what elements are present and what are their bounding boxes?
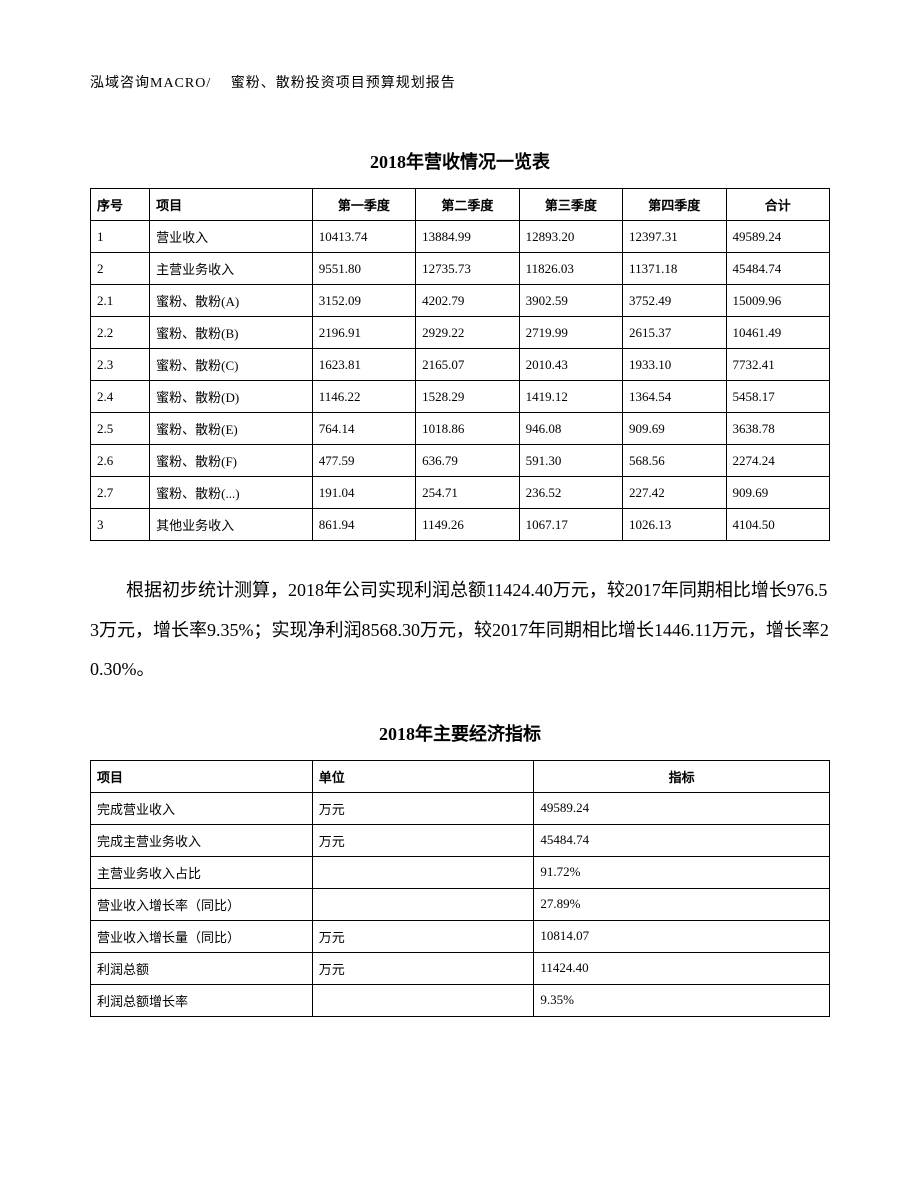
table-header-row: 项目 单位 指标 [91, 760, 830, 792]
table-row: 利润总额增长率9.35% [91, 984, 830, 1016]
col-total: 合计 [726, 189, 830, 221]
table-row: 3其他业务收入861.941149.261067.171026.134104.5… [91, 509, 830, 541]
table1-title: 2018年营收情况一览表 [90, 148, 830, 174]
table-row: 2.1蜜粉、散粉(A)3152.094202.793902.593752.491… [91, 285, 830, 317]
col-unit: 单位 [312, 760, 534, 792]
table-row: 主营业务收入占比91.72% [91, 856, 830, 888]
table-row: 完成主营业务收入万元45484.74 [91, 824, 830, 856]
table-row: 完成营业收入万元49589.24 [91, 792, 830, 824]
col-q3: 第三季度 [519, 189, 622, 221]
table-row: 2.3蜜粉、散粉(C)1623.812165.072010.431933.107… [91, 349, 830, 381]
table-row: 营业收入增长率（同比）27.89% [91, 888, 830, 920]
col-seq: 序号 [91, 189, 150, 221]
document-page: 泓域咨询MACRO/ 蜜粉、散粉投资项目预算规划报告 2018年营收情况一览表 … [0, 0, 920, 1191]
revenue-table: 序号 项目 第一季度 第二季度 第三季度 第四季度 合计 1营业收入10413.… [90, 188, 830, 541]
table-row: 2.4蜜粉、散粉(D)1146.221528.291419.121364.545… [91, 381, 830, 413]
table-row: 2.2蜜粉、散粉(B)2196.912929.222719.992615.371… [91, 317, 830, 349]
table-row: 1营业收入10413.7413884.9912893.2012397.31495… [91, 221, 830, 253]
page-header: 泓域咨询MACRO/ 蜜粉、散粉投资项目预算规划报告 [90, 72, 830, 92]
table2-title: 2018年主要经济指标 [90, 720, 830, 746]
table-row: 2.5蜜粉、散粉(E)764.141018.86946.08909.693638… [91, 413, 830, 445]
col-item: 项目 [150, 189, 313, 221]
table-row: 2主营业务收入9551.8012735.7311826.0311371.1845… [91, 253, 830, 285]
table-header-row: 序号 项目 第一季度 第二季度 第三季度 第四季度 合计 [91, 189, 830, 221]
summary-paragraph: 根据初步统计测算，2018年公司实现利润总额11424.40万元，较2017年同… [90, 571, 830, 690]
indicators-table: 项目 单位 指标 完成营业收入万元49589.24 完成主营业务收入万元4548… [90, 760, 830, 1017]
col-project: 项目 [91, 760, 313, 792]
table-row: 利润总额万元11424.40 [91, 952, 830, 984]
col-q2: 第二季度 [416, 189, 519, 221]
table-row: 营业收入增长量（同比）万元10814.07 [91, 920, 830, 952]
table1-body: 1营业收入10413.7413884.9912893.2012397.31495… [91, 221, 830, 541]
col-q1: 第一季度 [312, 189, 415, 221]
col-q4: 第四季度 [623, 189, 726, 221]
table-row: 2.6蜜粉、散粉(F)477.59636.79591.30568.562274.… [91, 445, 830, 477]
table2-body: 完成营业收入万元49589.24 完成主营业务收入万元45484.74 主营业务… [91, 792, 830, 1016]
col-indicator: 指标 [534, 760, 830, 792]
table-row: 2.7蜜粉、散粉(...)191.04254.71236.52227.42909… [91, 477, 830, 509]
